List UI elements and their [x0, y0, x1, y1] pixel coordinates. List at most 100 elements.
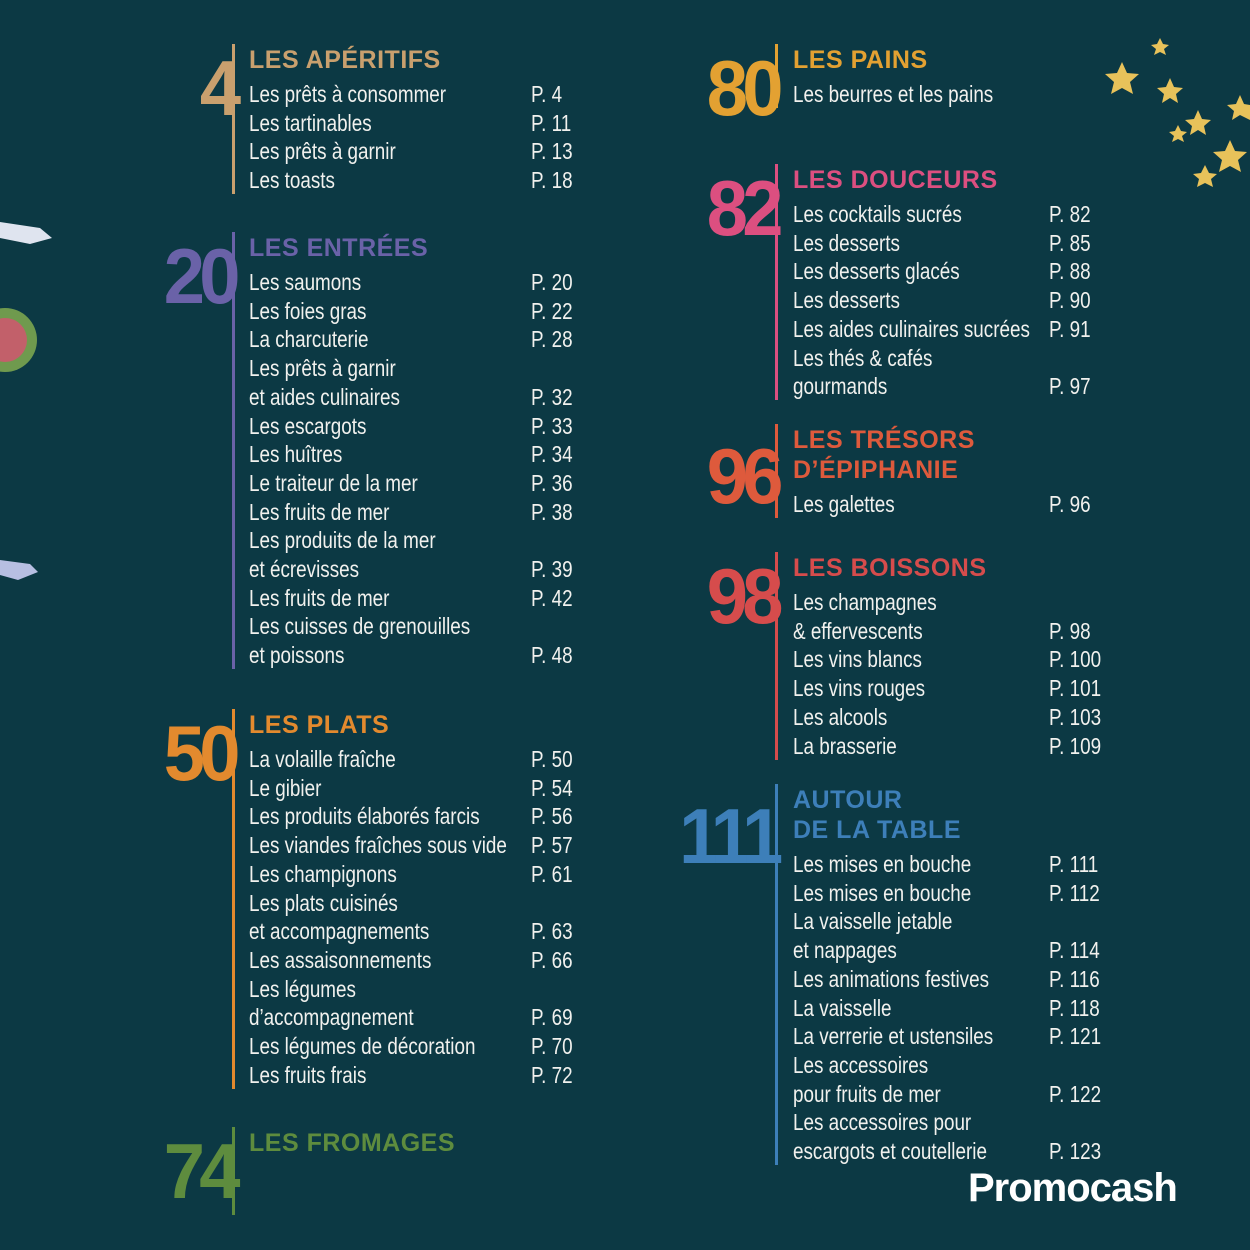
item-label: Les mises en bouche — [793, 879, 972, 906]
item-label: Le traiteur de la mer — [249, 469, 418, 496]
item-label: Les cocktails sucrés — [793, 201, 962, 227]
divider — [775, 164, 778, 401]
item-label: Les cuisses de grenouilles — [249, 613, 471, 640]
item-label: et écrevisses — [249, 556, 360, 582]
item-label: La vaisselle jetable — [793, 908, 953, 935]
page-number: P. 42 — [531, 584, 573, 611]
item-label: Les prêts à garnir — [249, 355, 396, 382]
item-label: Les prêts à garnir — [249, 138, 396, 165]
item-label: Les accessoires — [793, 1051, 929, 1078]
page-number: P. 90 — [1049, 287, 1091, 314]
item-label: Les desserts — [793, 229, 900, 256]
item-label: et poissons — [249, 642, 345, 669]
item-label: Les légumes de décoration — [249, 1033, 476, 1059]
item-label: gourmands — [793, 373, 888, 400]
item-label: et accompagnements — [249, 918, 430, 945]
item-label: d’accompagnement — [249, 1004, 414, 1031]
stars — [1105, 38, 1250, 187]
section-number: 111 — [679, 792, 784, 880]
section-title: LES APÉRITIFS — [249, 46, 441, 74]
page-number: P. 96 — [1049, 491, 1091, 517]
flower-image — [0, 222, 52, 244]
page-number: P. 28 — [531, 326, 573, 353]
page-number: P. 97 — [1049, 373, 1091, 400]
section-title: LES DOUCEURS — [793, 166, 998, 194]
item-label: Les fruits de mer — [249, 498, 390, 525]
item-label: La volaille fraîche — [249, 746, 396, 772]
item-label: Le gibier — [249, 774, 322, 801]
page-number: P. 48 — [531, 642, 573, 669]
page-number: P. 32 — [531, 383, 573, 410]
page-number: P. 22 — [531, 297, 573, 324]
item-label: Les champagnes — [793, 589, 937, 615]
page-number: P. 82 — [1049, 201, 1091, 227]
item-label: Les plats cuisinés — [249, 889, 398, 916]
item-label: Les galettes — [793, 491, 895, 517]
item-label: Les desserts — [793, 287, 900, 314]
item-label: Les accessoires pour — [793, 1109, 972, 1136]
page-number: P. 54 — [531, 774, 573, 801]
section-title: LES PLATS — [249, 711, 390, 739]
page-number: P. 4 — [531, 81, 563, 107]
item-label: Les viandes fraîches sous vide — [249, 832, 507, 859]
divider — [775, 552, 778, 760]
page-number: P. 66 — [531, 946, 573, 973]
divider — [775, 44, 778, 108]
section-title: LES FROMAGES — [249, 1129, 456, 1157]
item-label: Les desserts glacés — [793, 258, 960, 285]
section-number: 50 — [163, 709, 241, 797]
item-label: Les fruits de mer — [249, 584, 390, 611]
section-title: D’ÉPIPHANIE — [793, 456, 959, 484]
page-number: P. 33 — [531, 412, 573, 439]
page-number: P. 116 — [1049, 965, 1100, 992]
item-label: Les prêts à consommer — [249, 81, 447, 107]
page-number: P. 70 — [531, 1033, 573, 1059]
item-label: La brasserie — [793, 732, 897, 759]
item-label: Les mises en bouche — [793, 851, 972, 877]
item-label: Les foies gras — [249, 297, 367, 324]
item-label: Les toasts — [249, 167, 335, 194]
page-number: P. 50 — [531, 746, 573, 772]
divider — [232, 232, 235, 670]
item-label: Les champignons — [249, 860, 397, 887]
page-number: P. 20 — [531, 269, 573, 295]
divider — [775, 784, 778, 1165]
logo: Promocash — [968, 1166, 1178, 1210]
item-label: Les saumons — [249, 269, 362, 295]
page-number: P. 61 — [531, 860, 573, 887]
page-number: P. 112 — [1049, 879, 1100, 906]
page-number: P. 57 — [531, 832, 573, 859]
page-number: P. 100 — [1049, 646, 1102, 673]
page-number: P. 123 — [1049, 1138, 1102, 1164]
item-label: Les huîtres — [249, 441, 343, 468]
page-number: P. 18 — [531, 167, 573, 194]
section-title: AUTOUR — [793, 786, 903, 814]
item-label: & effervescents — [793, 617, 923, 644]
item-label: Les aides culinaires sucrées — [793, 315, 1030, 342]
section-number: 96 — [706, 432, 784, 520]
page-number: P. 56 — [531, 803, 573, 830]
food-image — [0, 318, 27, 362]
item-label: Les fruits frais — [249, 1061, 367, 1088]
page-number: P. 63 — [531, 918, 573, 945]
page-number: P. 121 — [1049, 1023, 1102, 1050]
page-number: P. 114 — [1049, 937, 1100, 964]
flower-image — [0, 560, 38, 580]
page-number: P. 39 — [531, 556, 573, 582]
page-number: P. 36 — [531, 469, 573, 496]
section-number: 74 — [163, 1127, 241, 1215]
item-label: Les légumes — [249, 975, 356, 1002]
section-title: LES BOISSONS — [793, 554, 987, 582]
item-label: La vaisselle — [793, 994, 892, 1021]
page-number: P. 111 — [1049, 851, 1099, 877]
item-label: Les alcools — [793, 703, 888, 730]
divider — [232, 709, 235, 1089]
item-label: Les beurres et les pains — [793, 81, 994, 107]
page-number: P. 91 — [1049, 315, 1091, 342]
item-label: La charcuterie — [249, 326, 369, 353]
page-number: P. 11 — [531, 109, 572, 136]
item-label: et aides culinaires — [249, 383, 400, 410]
item-label: Les vins blancs — [793, 646, 922, 673]
